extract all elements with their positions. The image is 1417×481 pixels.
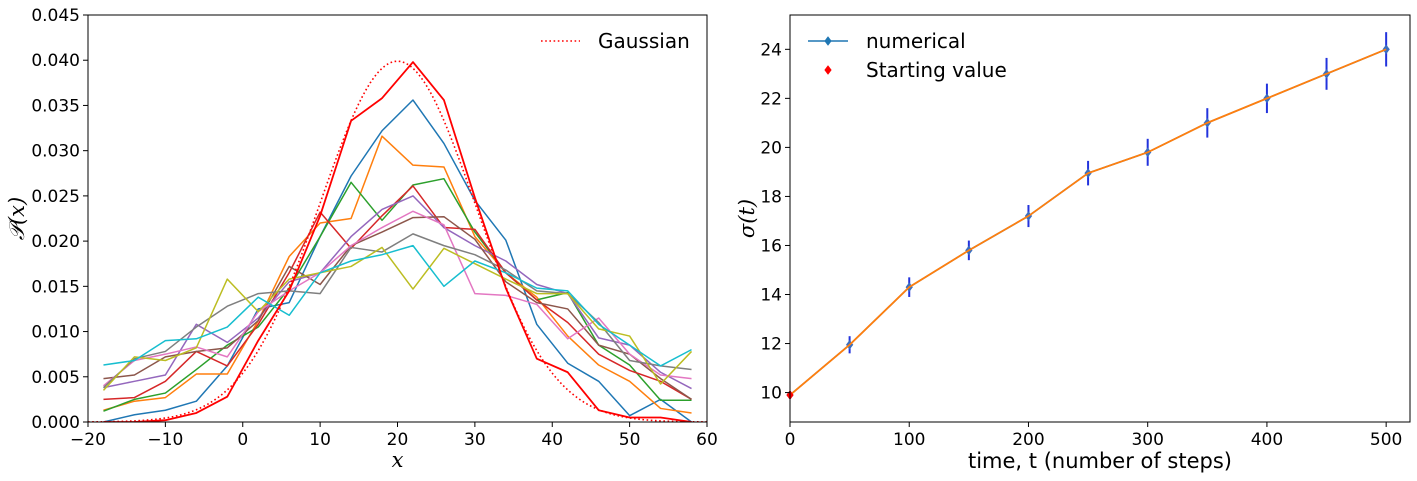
right-legend: numerical Starting value [808,29,1007,82]
left-y-tick-label: 0.000 [31,413,80,433]
left-x-tick-label: 40 [541,430,563,450]
right-series-group [786,32,1390,400]
left-y-tick-label: 0.025 [31,187,80,207]
legend-starting-value-swatch [824,65,832,75]
right-x-tick-label: 200 [1012,430,1044,450]
right-plot-frame [789,14,1411,423]
series-line-1 [103,99,692,422]
right-x-axis-label: time, t (number of steps) [968,449,1232,473]
series-line-5 [103,195,692,390]
right-chart-sigma-vs-time: 0 100 200 300 400 500 10 12 14 16 18 20 22 24 time, t … [735,14,1411,473]
right-y-tick-label: 14 [760,286,782,306]
legend-numerical-swatch-marker [824,36,832,46]
right-y-tick-label: 10 [760,384,782,404]
right-x-tick-label: 300 [1131,430,1163,450]
left-x-tick-label: 20 [387,430,409,450]
right-y-tick-label: 16 [760,236,782,256]
left-chart-distribution: −20 −10 0 10 20 30 40 50 60 0.000 0.005 0.010 0.015 0… [5,6,718,472]
left-y-tick-label: 0.035 [31,96,80,116]
series-line-3 [103,177,692,412]
left-x-tick-label: −20 [70,430,106,450]
left-x-tick-label: 60 [696,430,718,450]
series-line-6 [103,215,692,401]
left-y-axis-label: 𝒫(x) [5,197,29,240]
right-y-tick-label: 22 [760,89,782,109]
series-line-4 [103,185,692,401]
left-plot-frame [87,14,708,423]
right-x-tick-label: 100 [893,430,925,450]
right-y-tick-label: 18 [760,187,782,207]
right-x-tick-label: 0 [785,430,796,450]
left-x-tick-label: 50 [619,430,641,450]
left-y-tick-label: 0.030 [31,142,80,162]
left-y-tick-label: 0.005 [31,368,80,388]
legend-gaussian-label: Gaussian [598,29,690,53]
legend-starting-value-label: Starting value [866,58,1007,82]
left-x-tick-label: 0 [237,430,248,450]
left-x-tick-label: 10 [309,430,331,450]
series-line-8 [102,233,692,389]
left-y-tick-label: 0.040 [31,51,80,71]
legend-numerical-label: numerical [866,29,966,53]
numerical-marker [1382,44,1390,55]
left-series-group [88,60,707,422]
right-x-tick-label: 400 [1251,430,1283,450]
left-y-tick-label: 0.010 [31,323,80,343]
fit-line [789,48,1387,396]
right-y-tick-label: 12 [760,335,782,355]
series-line-9 [102,246,693,391]
right-x-tick-label: 500 [1370,430,1402,450]
series-line-7 [102,210,692,387]
left-x-tick-label: 30 [464,430,486,450]
series-line-11 [103,61,692,422]
left-y-tick-label: 0.045 [31,6,80,26]
left-x-tick-label: −10 [147,430,183,450]
left-y-tick-label: 0.015 [31,277,80,297]
left-y-tick-label: 0.020 [31,232,80,252]
series-line-10 [103,244,692,367]
right-y-tick-label: 20 [760,138,782,158]
right-y-tick-label: 24 [760,40,782,60]
numerical-line [789,48,1387,396]
left-legend: Gaussian [541,29,690,53]
left-x-axis-label: x [392,448,404,472]
right-y-axis-label: σ(t) [735,199,759,238]
series-line-2 [103,135,692,414]
